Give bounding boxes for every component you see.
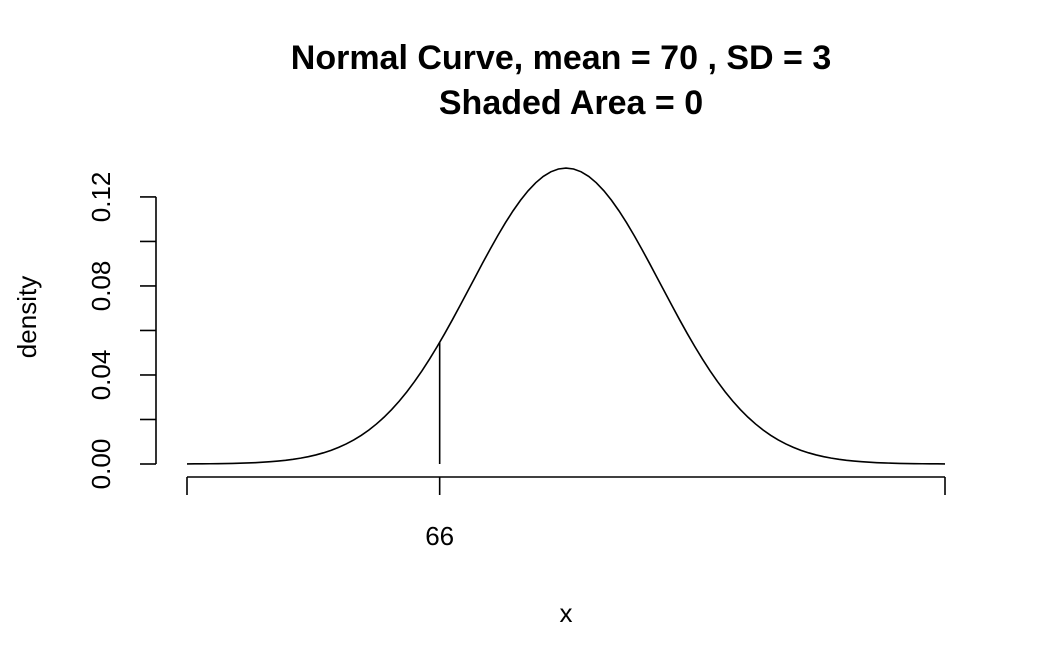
y-axis: 0.00 0.04 0.08 0.12: [86, 172, 157, 490]
y-tick-label: 0.08: [86, 261, 116, 312]
x-axis-label: x: [560, 598, 573, 628]
x-axis: 66: [186, 476, 946, 551]
series-group: [186, 167, 946, 465]
y-tick-label: 0.12: [86, 172, 116, 223]
x-tick-label: 66: [425, 521, 454, 551]
chart-subtitle: Shaded Area = 0: [439, 84, 703, 122]
chart-title: Normal Curve, mean = 70 , SD = 3: [291, 39, 831, 77]
y-axis-label: density: [12, 276, 42, 358]
y-tick-label: 0.00: [86, 439, 116, 490]
density-curve: [186, 167, 946, 465]
y-tick-label: 0.04: [86, 350, 116, 401]
